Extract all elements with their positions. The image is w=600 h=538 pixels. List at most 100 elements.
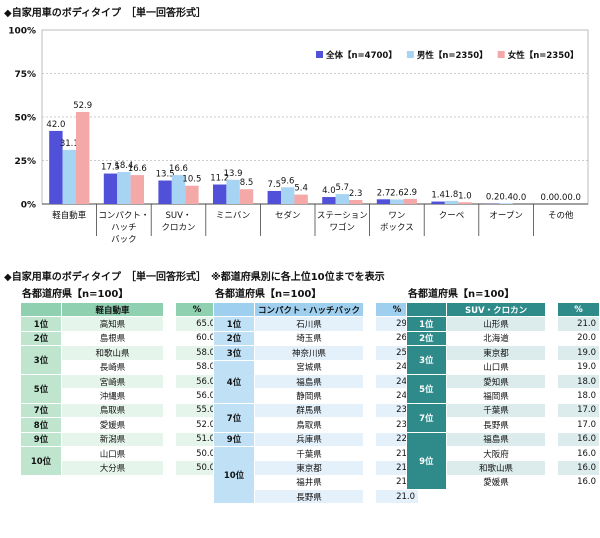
x-tick-label: クロカン: [161, 223, 195, 233]
column-gap: [363, 316, 376, 332]
table-row: 山口県 19.0: [407, 359, 600, 375]
data-label: 8.5: [240, 178, 254, 188]
column-gap: [163, 374, 176, 389]
percent-cell: 19.0: [557, 345, 600, 361]
rank-cell: 8位: [20, 417, 62, 433]
prefecture-cell: 群馬県: [253, 402, 365, 419]
column-gap: [545, 302, 558, 317]
column-gap: [163, 460, 176, 476]
legend-label: 女性【n=2350】: [508, 50, 579, 61]
column-gap: [163, 417, 176, 433]
prefecture-cell: 大阪府: [445, 445, 547, 462]
x-tick-label: その他: [548, 210, 574, 221]
column-gap: [545, 388, 558, 404]
bar: [335, 194, 349, 204]
column-gap: [363, 489, 376, 504]
percent-cell: 17.0: [557, 402, 600, 419]
prefecture-cell: 埼玉県: [253, 330, 365, 347]
x-tick-label: 軽自動車: [52, 210, 87, 221]
data-label: 2.3: [349, 189, 363, 199]
prefecture-cell: 新潟県: [61, 431, 164, 447]
rank-cell: 2位: [20, 330, 62, 347]
data-label: 9.6: [281, 176, 295, 186]
table-title-compact: 各都道府県【n=100】: [215, 289, 322, 300]
prefecture-cell: 大分県: [61, 460, 164, 476]
column-gap: [163, 316, 176, 332]
rank-header-cell: [20, 301, 62, 318]
rank-cell: 9位: [213, 431, 255, 447]
bar: [322, 197, 336, 204]
category-header: コンパクト・ハッチバック: [253, 301, 365, 318]
bar: [390, 199, 404, 204]
rank-cell: 5位: [406, 373, 447, 404]
y-tick-label: 100%: [8, 27, 36, 37]
percent-cell: 16.0: [557, 460, 600, 476]
ranking-table-suv: SUV・クロカン% 1位 山形県 21.0 2位 北海道 20.0 3位 東京都 19.0 山口県 1…: [406, 301, 600, 491]
bar: [281, 187, 295, 204]
column-gap: [163, 345, 176, 361]
prefecture-cell: 沖縄県: [61, 388, 164, 404]
column-gap: [545, 417, 558, 433]
column-gap: [363, 331, 376, 346]
rank-cell: 10位: [213, 445, 255, 505]
column-gap: [363, 403, 376, 418]
x-tick-label: バック: [111, 235, 137, 245]
column-gap: [163, 302, 176, 317]
x-tick-label: セダン: [275, 210, 301, 221]
prefecture-cell: 福井県: [253, 474, 365, 491]
percent-cell: 52.0: [175, 417, 219, 433]
table-row: 9位 新潟県 51.0: [20, 431, 219, 447]
data-label: 4.0: [322, 186, 336, 196]
percent-cell: 16.0: [557, 431, 600, 447]
prefecture-cell: 愛知県: [445, 373, 547, 390]
table-header-row: 軽自動車%: [20, 301, 219, 318]
bar: [431, 201, 445, 204]
bar: [239, 189, 254, 204]
bar: [171, 175, 186, 204]
legend-swatch: [316, 51, 323, 58]
data-label: 17.5: [101, 163, 120, 173]
percent-cell: 58.0: [175, 345, 219, 361]
percent-cell: 51.0: [175, 431, 219, 447]
percent-cell: 65.0: [175, 316, 219, 332]
prefecture-cell: 長野県: [445, 417, 547, 433]
prefecture-cell: 鳥取県: [253, 417, 365, 433]
category-header: SUV・クロカン: [445, 301, 547, 318]
prefecture-cell: 宮崎県: [61, 373, 164, 390]
data-label: 0.0: [541, 193, 555, 203]
prefecture-cell: 高知県: [61, 316, 164, 332]
rank-cell: 1位: [20, 316, 62, 332]
table-row: 1位 高知県 65.0: [20, 316, 219, 332]
prefecture-cell: 山口県: [61, 445, 164, 462]
rank-cell: 1位: [406, 316, 447, 332]
prefecture-cell: 長野県: [253, 489, 365, 505]
bar: [294, 194, 308, 204]
prefecture-cell: 愛媛県: [445, 474, 547, 491]
x-tick-label: ステーション: [317, 211, 368, 221]
y-tick-label: 75%: [14, 70, 36, 80]
prefecture-cell: 島根県: [61, 330, 164, 347]
table-row: 8位 愛媛県 52.0: [20, 417, 219, 433]
data-label: 0.0: [513, 193, 527, 203]
table-row: 2位埼玉県26.0: [213, 330, 420, 347]
data-label: 5.7: [336, 183, 350, 193]
percent-cell: 56.0: [175, 388, 219, 404]
column-gap: [545, 331, 558, 346]
table-row: 3位 和歌山県 58.0: [20, 345, 219, 375]
rank-header-cell: [406, 301, 447, 318]
rank-cell: 9位: [406, 431, 447, 491]
rank-cell: 3位: [406, 345, 447, 375]
bar: [49, 130, 63, 204]
x-tick-label: クーペ: [439, 211, 465, 221]
column-gap: [545, 316, 558, 332]
bar: [458, 202, 472, 204]
table-header-row: コンパクト・ハッチバック%: [213, 301, 420, 318]
prefecture-cell: 山形県: [445, 316, 547, 332]
table-row: 長野県 21.0: [214, 489, 420, 505]
percent-header: %: [557, 301, 600, 318]
percent-cell: 56.0: [175, 373, 219, 390]
legend-label: 全体【n=4700】: [325, 50, 397, 61]
data-label: 11.2: [210, 174, 229, 184]
percent-cell: 21.0: [557, 316, 600, 332]
legend-swatch: [497, 51, 505, 58]
